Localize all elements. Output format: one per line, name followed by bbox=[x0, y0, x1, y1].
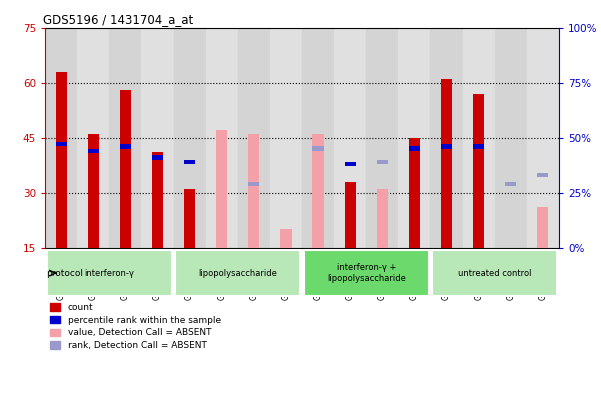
Bar bbox=[537, 173, 549, 177]
Bar bbox=[88, 149, 99, 153]
Text: GDS5196 / 1431704_a_at: GDS5196 / 1431704_a_at bbox=[43, 13, 193, 26]
Bar bbox=[505, 182, 516, 186]
Bar bbox=[377, 189, 388, 248]
Bar bbox=[238, 28, 270, 248]
Bar bbox=[216, 130, 227, 248]
Bar bbox=[313, 146, 324, 151]
Bar bbox=[441, 144, 452, 149]
Bar bbox=[141, 28, 174, 248]
Bar bbox=[463, 28, 495, 248]
Bar bbox=[527, 28, 559, 248]
Bar bbox=[47, 250, 172, 296]
Bar bbox=[473, 94, 484, 248]
Bar bbox=[55, 142, 67, 146]
Bar bbox=[313, 134, 324, 248]
Text: interferon-γ +
lipopolysaccharide: interferon-γ + lipopolysaccharide bbox=[327, 263, 406, 283]
Bar bbox=[432, 250, 557, 296]
Bar bbox=[409, 146, 420, 151]
Bar bbox=[430, 28, 463, 248]
Bar bbox=[473, 144, 484, 149]
Bar bbox=[304, 250, 429, 296]
Bar bbox=[302, 28, 334, 248]
Bar bbox=[344, 162, 356, 166]
Bar bbox=[175, 250, 300, 296]
Bar bbox=[248, 134, 260, 248]
Bar bbox=[441, 79, 452, 248]
Bar bbox=[184, 189, 195, 248]
Bar bbox=[409, 138, 420, 248]
Bar bbox=[184, 160, 195, 164]
Bar bbox=[344, 182, 356, 248]
Legend: count, percentile rank within the sample, value, Detection Call = ABSENT, rank, : count, percentile rank within the sample… bbox=[50, 303, 221, 350]
Bar bbox=[45, 28, 77, 248]
Bar bbox=[377, 160, 388, 164]
Bar bbox=[248, 182, 260, 186]
Bar bbox=[366, 28, 398, 248]
Bar bbox=[174, 28, 206, 248]
Bar bbox=[120, 90, 131, 248]
Text: protocol: protocol bbox=[46, 269, 83, 277]
Text: untreated control: untreated control bbox=[458, 269, 531, 277]
Bar bbox=[206, 28, 238, 248]
Bar bbox=[495, 28, 527, 248]
Bar bbox=[537, 207, 549, 248]
Bar bbox=[152, 155, 163, 160]
Bar bbox=[77, 28, 109, 248]
Bar bbox=[120, 144, 131, 149]
Bar bbox=[55, 72, 67, 248]
Bar bbox=[109, 28, 141, 248]
Text: lipopolysaccharide: lipopolysaccharide bbox=[198, 269, 277, 277]
Bar bbox=[88, 134, 99, 248]
Bar bbox=[280, 229, 291, 248]
Bar bbox=[270, 28, 302, 248]
Bar bbox=[398, 28, 430, 248]
Bar bbox=[334, 28, 366, 248]
Bar bbox=[152, 152, 163, 248]
Text: interferon-γ: interferon-γ bbox=[84, 269, 134, 277]
